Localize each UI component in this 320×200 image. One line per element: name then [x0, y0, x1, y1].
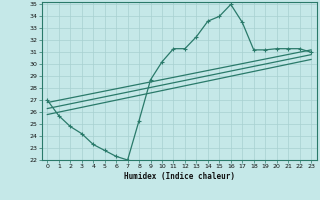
X-axis label: Humidex (Indice chaleur): Humidex (Indice chaleur) — [124, 172, 235, 181]
